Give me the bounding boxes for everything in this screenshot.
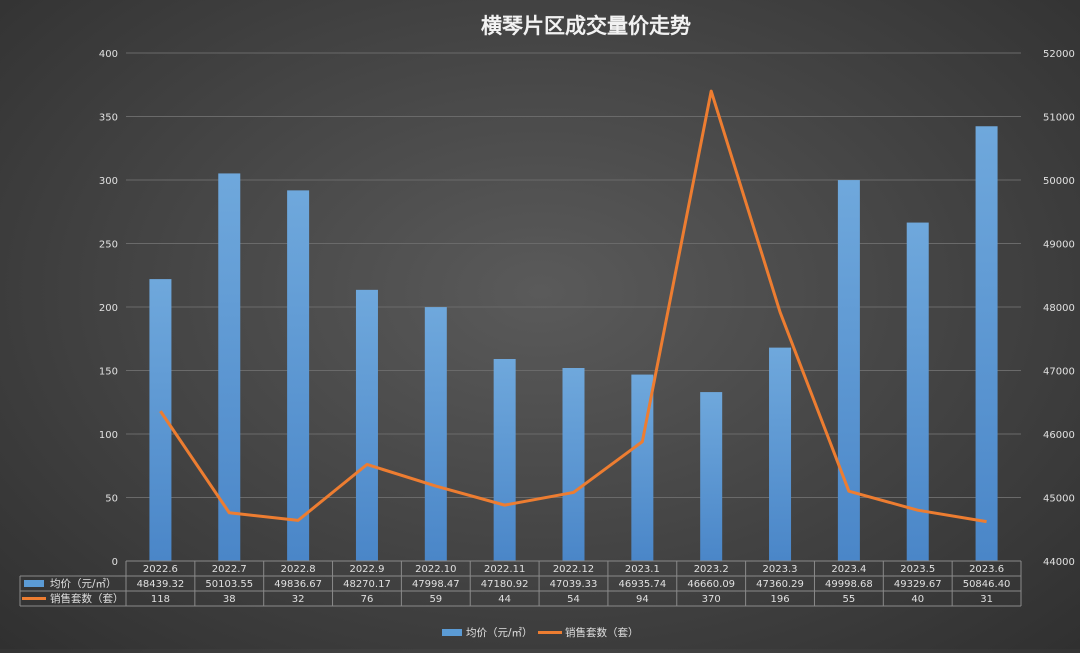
table-cell: 40 [911, 594, 924, 605]
series-line [159, 89, 987, 524]
category-label: 2022.11 [484, 564, 525, 575]
table-row-header: 均价（元/㎡） [50, 578, 117, 590]
y-right-tick-label: 51000 [1043, 113, 1075, 124]
table-cell: 49998.68 [825, 579, 873, 590]
table-cell: 55 [843, 594, 856, 605]
table-cell: 47998.47 [412, 579, 460, 590]
bar [837, 180, 860, 562]
y-left-tick-label: 100 [99, 430, 118, 441]
category-label: 2023.4 [831, 564, 866, 575]
table-cell: 47180.92 [481, 579, 529, 590]
category-label: 2023.5 [900, 564, 935, 575]
bar [906, 222, 929, 561]
table-cell: 76 [361, 594, 374, 605]
bar-series [149, 126, 998, 562]
table-cell: 47360.29 [756, 579, 804, 590]
y-right-tick-label: 44000 [1043, 557, 1075, 568]
category-label: 2023.1 [625, 564, 660, 575]
y-right-tick-label: 46000 [1043, 430, 1075, 441]
legend-label: 均价（元/㎡） [466, 627, 533, 639]
y-left-tick-label: 200 [99, 303, 118, 314]
y-left-tick-label: 400 [99, 49, 118, 60]
data-table: 2022.6 2022.7 2022.8 2022.9 2022.10 2022.11 20… [19, 560, 1022, 607]
y-left-tick-label: 50 [105, 494, 118, 505]
legend: 均价（元/㎡） 销售套数（套） [442, 626, 639, 639]
y-left-tick-label: 300 [99, 176, 118, 187]
table-cell: 50103.55 [205, 579, 253, 590]
table-cell: 370 [702, 594, 721, 605]
bar [769, 347, 792, 561]
y-left-tick-label: 250 [99, 240, 118, 251]
y-left-tick-label: 0 [112, 557, 118, 568]
table-cell: 59 [429, 594, 442, 605]
legend-key-bar [24, 580, 44, 587]
category-label: 2023.2 [694, 564, 729, 575]
y-left-tick-label: 350 [99, 113, 118, 124]
category-label: 2022.10 [415, 564, 456, 575]
legend-label: 销售套数（套） [565, 626, 639, 639]
category-label: 2022.7 [212, 564, 247, 575]
category-label: 2022.6 [143, 564, 178, 575]
category-label: 2022.9 [349, 564, 384, 575]
table-cell: 196 [770, 594, 789, 605]
bar [149, 279, 172, 561]
y-right-tick-label: 52000 [1043, 49, 1075, 60]
table-cell: 44 [498, 594, 511, 605]
category-label: 2022.8 [281, 564, 316, 575]
table-cell: 38 [223, 594, 236, 605]
category-label: 2023.3 [763, 564, 798, 575]
table-cell: 31 [980, 594, 993, 605]
y-right-tick-label: 47000 [1043, 367, 1075, 378]
category-label: 2022.12 [553, 564, 594, 575]
y-right-tick-label: 50000 [1043, 176, 1075, 187]
y-right-tick-label: 49000 [1043, 240, 1075, 251]
legend-key-bar [442, 629, 462, 636]
bar [355, 289, 378, 561]
line-series [159, 89, 987, 524]
y-left-tick-label: 150 [99, 367, 118, 378]
bar [975, 126, 998, 561]
table-cell: 118 [151, 594, 170, 605]
left-axis: 0 50 100 150 200 250 300 350 400 [99, 49, 118, 568]
table-cell: 48439.32 [137, 579, 185, 590]
table-cell: 94 [636, 594, 649, 605]
table-cell: 46935.74 [618, 579, 666, 590]
table-row-header: 销售套数（套） [50, 592, 124, 605]
table-cell: 49329.67 [894, 579, 942, 590]
category-label: 2023.6 [969, 564, 1004, 575]
y-right-tick-label: 48000 [1043, 303, 1075, 314]
table-cell: 50846.40 [963, 579, 1011, 590]
table-cell: 47039.33 [550, 579, 598, 590]
bar [218, 173, 241, 562]
y-right-tick-label: 45000 [1043, 494, 1075, 505]
table-cell: 32 [292, 594, 305, 605]
right-axis: 44000 45000 46000 47000 48000 49000 50000 51000… [1043, 49, 1075, 568]
table-cell: 46660.09 [687, 579, 735, 590]
bar [287, 190, 310, 561]
bar [424, 307, 447, 561]
gridlines [126, 52, 1021, 562]
bar [493, 359, 516, 561]
table-cell: 48270.17 [343, 579, 391, 590]
chart-title: 横琴片区成交量价走势 [481, 14, 691, 38]
bar [700, 392, 723, 561]
bar [562, 368, 585, 561]
table-cell: 54 [567, 594, 580, 605]
table-cell: 49836.67 [274, 579, 322, 590]
